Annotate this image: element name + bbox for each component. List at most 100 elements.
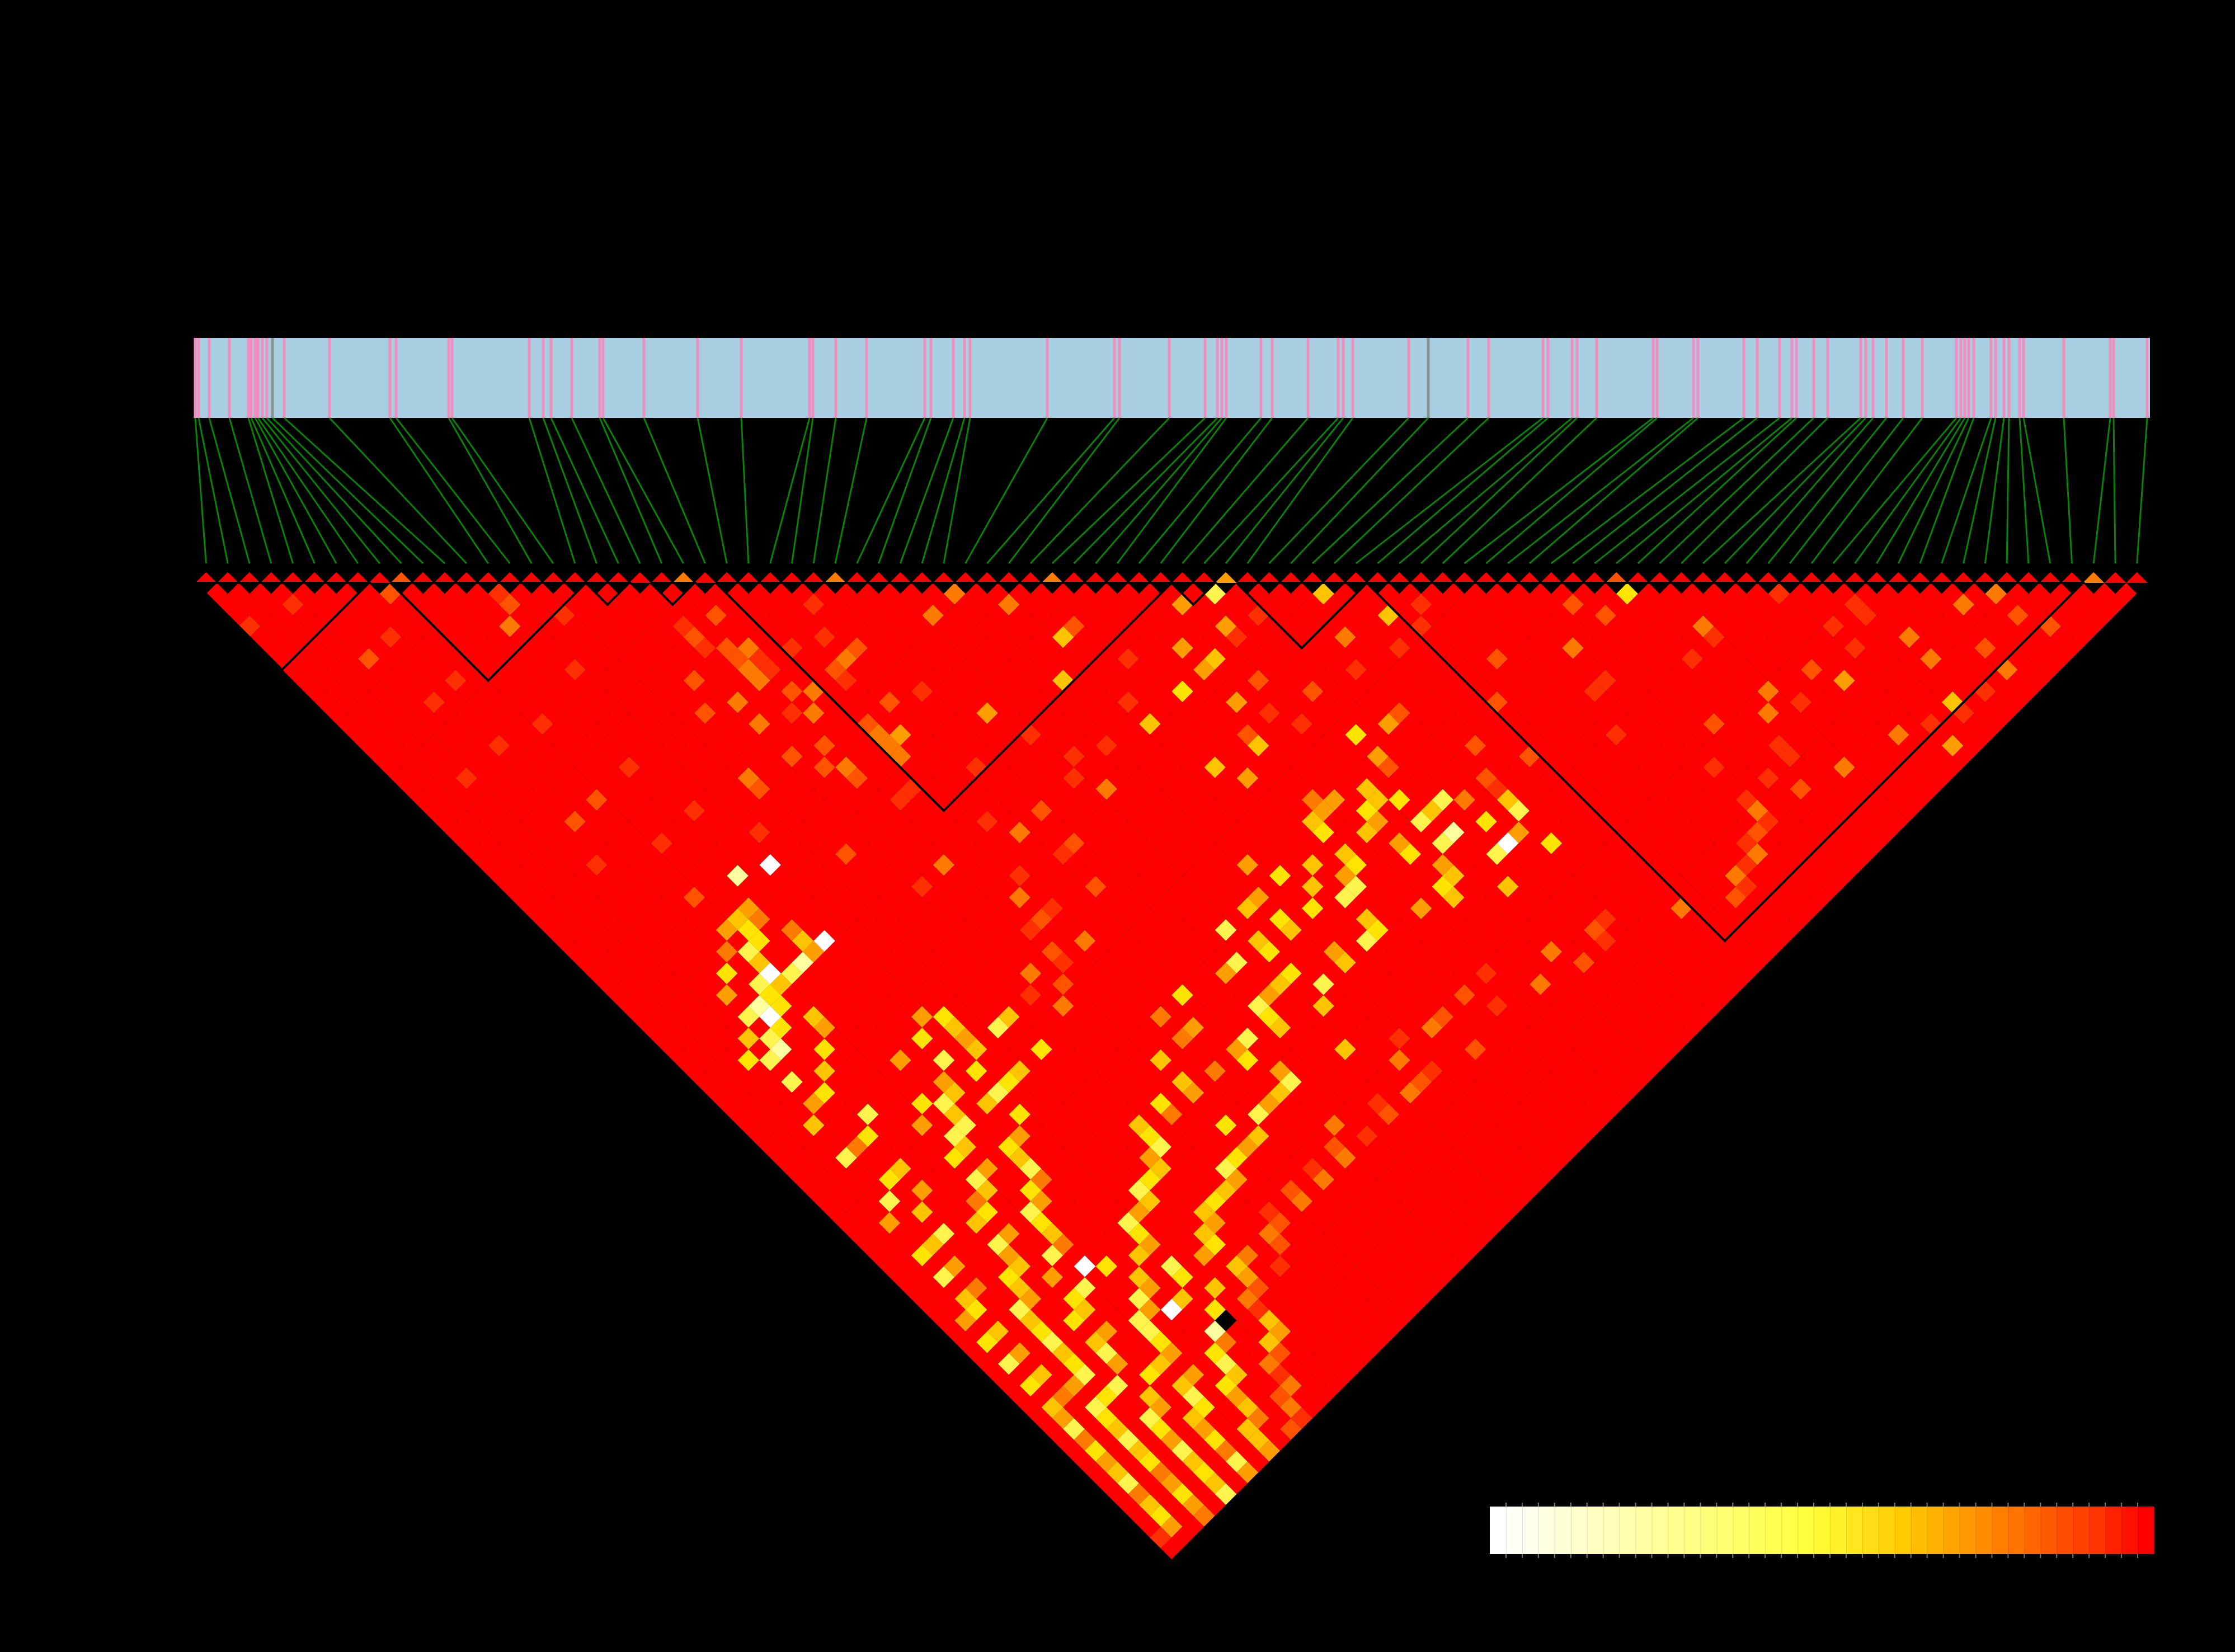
ld-cell <box>1442 952 1465 974</box>
ld-cell <box>1442 995 1465 1017</box>
ld-cell <box>1638 799 1660 822</box>
ld-cell <box>1876 735 1899 757</box>
ld-cell <box>1280 876 1302 898</box>
ld-cell <box>1150 876 1172 898</box>
ld-cell <box>1876 604 1899 627</box>
ld-cell <box>1074 1190 1096 1212</box>
snp-map-line <box>257 417 359 564</box>
ld-cell <box>1204 1277 1226 1299</box>
ld-cell <box>1063 811 1085 832</box>
ld-cell <box>727 1060 749 1082</box>
ld-cell <box>1649 897 1671 920</box>
ld-cell <box>423 583 445 605</box>
ld-cell <box>1594 691 1617 713</box>
ld-cell <box>1442 583 1465 605</box>
ld-cell <box>586 897 608 920</box>
ld-cell <box>1236 745 1259 768</box>
ld-cell <box>1095 1277 1118 1299</box>
ld-cell <box>1160 1125 1183 1147</box>
ld-cell <box>325 594 347 616</box>
ld-cell <box>1540 1071 1563 1093</box>
ld-cell <box>1714 658 1736 681</box>
ld-cell <box>1138 1190 1161 1212</box>
ld-cell <box>1703 865 1725 887</box>
ld-cell <box>1041 594 1064 616</box>
ld-cell <box>802 702 825 724</box>
ld-cell <box>1790 648 1812 670</box>
ld-cell <box>1356 1125 1378 1147</box>
ld-cell <box>1573 952 1595 974</box>
ld-cell <box>748 886 770 909</box>
ld-cell <box>1746 604 1768 627</box>
ld-cell <box>1301 811 1324 832</box>
ld-cell <box>835 1103 857 1126</box>
ld-cell <box>889 854 911 876</box>
ld-cell <box>868 919 890 941</box>
ld-cell <box>1041 1136 1064 1158</box>
ld-cell <box>1019 1353 1042 1375</box>
ld-cell <box>835 1147 857 1169</box>
ld-cell <box>1312 1081 1334 1104</box>
snp-diag-triangle <box>694 572 716 583</box>
ld-cell <box>1226 670 1248 691</box>
ld-cell <box>1356 756 1378 779</box>
ld-cell <box>1529 583 1551 605</box>
ld-cell <box>1345 1071 1367 1093</box>
ld-cell <box>1106 1375 1128 1397</box>
ld-cell <box>1280 1136 1302 1158</box>
ld-cell <box>846 702 868 724</box>
ld-cell <box>1486 952 1508 974</box>
ld-cell <box>1084 1353 1107 1375</box>
ruler-snp-tick <box>1967 338 1970 418</box>
ld-cell <box>1497 1157 1519 1180</box>
ruler-snp-tick <box>194 338 197 418</box>
snp-diag-triangle <box>1236 572 1259 583</box>
ld-cell <box>1171 876 1193 898</box>
ld-cell <box>1269 865 1291 887</box>
ld-cell <box>1876 648 1899 670</box>
snp-map-line <box>1702 417 1862 564</box>
ld-cell <box>1800 876 1823 898</box>
ld-cell <box>1291 1016 1313 1039</box>
ld-cell <box>1551 1016 1573 1039</box>
ld-cell <box>607 724 629 746</box>
ld-cell <box>1323 1353 1345 1375</box>
ld-cell <box>1627 637 1649 659</box>
ld-cell <box>1226 1385 1248 1408</box>
ld-cell <box>1941 604 1964 627</box>
ld-cell <box>1356 995 1378 1017</box>
ld-cell <box>1377 908 1400 930</box>
ld-cell <box>1724 799 1747 822</box>
ld-cell <box>423 713 445 735</box>
ld-cell <box>1106 1331 1128 1353</box>
ld-cell <box>1138 1277 1161 1299</box>
ld-cell <box>705 865 727 887</box>
ld-cell <box>1074 1060 1096 1082</box>
ld-cell <box>802 919 825 941</box>
ld-cell <box>1583 1114 1606 1136</box>
ld-cell <box>1486 626 1508 648</box>
ld-cell <box>1334 952 1356 974</box>
ld-cell <box>1226 995 1248 1017</box>
ld-cell <box>1746 583 1768 605</box>
ld-cell <box>683 691 705 713</box>
ruler-snp-tick <box>642 338 646 418</box>
ld-cell <box>1453 1006 1476 1028</box>
ld-cell <box>1518 1114 1541 1136</box>
ld-cell <box>651 745 673 768</box>
ld-cell <box>1746 713 1768 735</box>
colorkey-tick-bottom <box>1683 1554 1685 1558</box>
ld-cell <box>1974 637 1996 659</box>
ld-cell <box>1399 1125 1422 1147</box>
ld-cell <box>1171 767 1193 789</box>
snp-diag-triangle <box>1497 572 1519 583</box>
ld-cell <box>1627 1049 1649 1071</box>
ld-cell <box>857 865 879 887</box>
ld-cell <box>1095 626 1118 648</box>
ld-cell <box>1464 1081 1486 1104</box>
ld-cell <box>1692 962 1714 985</box>
ld-cell <box>1497 767 1519 789</box>
ld-cell <box>1182 843 1204 865</box>
ld-cell <box>1095 691 1118 713</box>
ld-cell <box>868 724 890 746</box>
